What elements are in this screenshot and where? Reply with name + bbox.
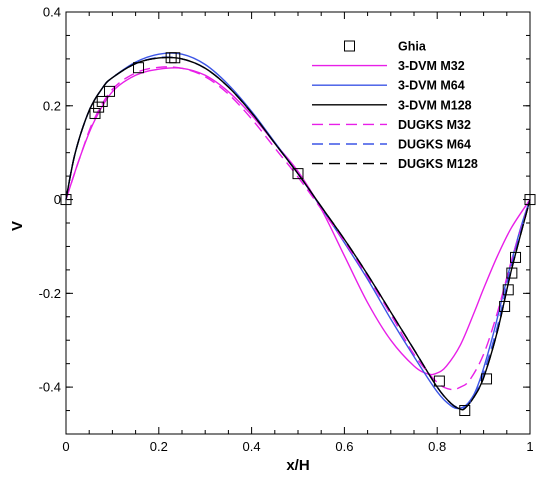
ghia-data-point xyxy=(506,267,518,279)
x-tick-label: 0.4 xyxy=(243,439,261,454)
ghia-data-point xyxy=(459,405,471,417)
series-layer xyxy=(60,52,536,417)
ghia-data-point xyxy=(104,85,116,97)
ghia-data-point xyxy=(96,95,108,107)
legend-entry: 3-DVM M64 xyxy=(312,79,465,93)
ghia-data-point xyxy=(481,373,493,385)
ghia-data-point xyxy=(89,107,101,119)
ghia-data-point xyxy=(524,194,536,206)
x-axis-title: x/H xyxy=(286,457,309,474)
x-tick-label: 1 xyxy=(526,439,533,454)
ghia-data-point xyxy=(292,168,304,180)
legend-label: DUGKS M64 xyxy=(398,138,471,152)
ghia-data-point xyxy=(433,375,445,387)
legend-label: 3-DVM M64 xyxy=(398,79,465,93)
ghia-data-point xyxy=(60,194,72,206)
legend-label: DUGKS M32 xyxy=(398,118,471,132)
legend-entry: 3-DVM M32 xyxy=(312,59,465,73)
legend-entry: DUGKS M64 xyxy=(312,138,471,152)
ghia-data-point xyxy=(133,62,145,74)
legend: Ghia 3-DVM M32 3-DVM M64 3-DVM M128 DUGKS M3… xyxy=(312,40,478,171)
y-axis-title: V xyxy=(9,221,26,231)
ghia-data-point xyxy=(169,52,181,64)
x-axis-ticks: 0 0.2 0.4 0.6 0.8 1 xyxy=(62,12,534,454)
legend-marker xyxy=(344,40,355,52)
x-tick-label: 0.6 xyxy=(335,439,353,454)
x-tick-label: 0.2 xyxy=(150,439,168,454)
legend-entry: Ghia xyxy=(344,40,427,54)
y-tick-label: -0.4 xyxy=(39,380,61,395)
legend-label: 3-DVM M32 xyxy=(398,59,465,73)
legend-label: Ghia xyxy=(398,40,427,54)
ghia-data-point xyxy=(93,101,105,113)
series-line-dugks-m32 xyxy=(65,66,531,391)
ghia-data-point xyxy=(502,284,514,296)
ghia-data-point xyxy=(510,251,522,263)
legend-label: 3-DVM M128 xyxy=(398,98,472,112)
series-line-3-dvm-m32 xyxy=(65,67,531,376)
legend-label: DUGKS M128 xyxy=(398,157,478,171)
x-tick-label: 0.8 xyxy=(428,439,446,454)
legend-entry: DUGKS M32 xyxy=(312,118,471,132)
y-tick-label: 0.2 xyxy=(43,98,61,113)
legend-entry: 3-DVM M128 xyxy=(312,98,472,112)
y-tick-label: -0.2 xyxy=(39,286,61,301)
y-tick-label: 0.4 xyxy=(43,5,61,20)
y-axis-ticks: -0.4 -0.2 0 0.2 0.4 xyxy=(39,5,530,435)
series-line-dugks-m128 xyxy=(65,56,531,411)
ghia-data-point xyxy=(499,300,511,312)
legend-entry: DUGKS M128 xyxy=(312,157,478,171)
y-tick-label: 0 xyxy=(54,192,61,207)
x-tick-label: 0 xyxy=(62,439,69,454)
